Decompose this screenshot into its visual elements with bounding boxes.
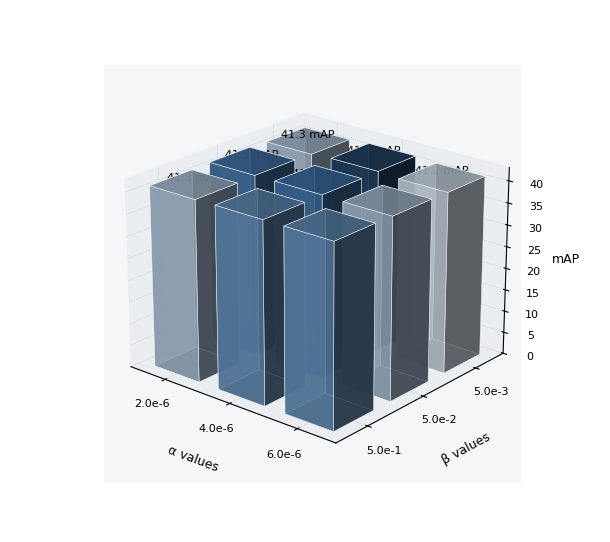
Y-axis label: β values: β values xyxy=(439,430,492,467)
X-axis label: α values: α values xyxy=(166,444,220,474)
